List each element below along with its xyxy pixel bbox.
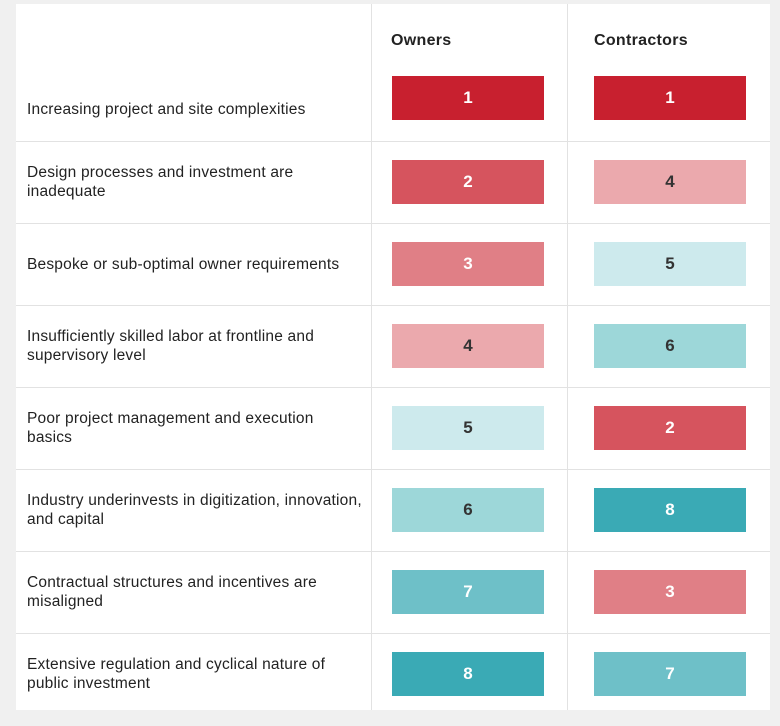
owners-column-header: Owners — [391, 32, 452, 49]
contractors-column-header: Contractors — [594, 32, 688, 49]
contractors-rank-cell: 8 — [594, 488, 746, 532]
owners-rank-cell: 7 — [392, 570, 544, 614]
ranking-table: Owners Contractors Increasing project an… — [16, 4, 770, 710]
contractors-rank-cell: 6 — [594, 324, 746, 368]
row-divider — [16, 469, 770, 470]
owners-rank-cell: 8 — [392, 652, 544, 696]
row-label: Design processes and investment are inad… — [27, 164, 294, 200]
contractors-rank-cell: 7 — [594, 652, 746, 696]
owners-rank-cell: 3 — [392, 242, 544, 286]
row-divider — [16, 223, 770, 224]
row-label: Extensive regulation and cyclical nature… — [27, 656, 326, 692]
owners-rank-cell: 2 — [392, 160, 544, 204]
row-divider — [16, 551, 770, 552]
column-divider — [371, 4, 372, 710]
contractors-rank-cell: 2 — [594, 406, 746, 450]
owners-rank-cell: 5 — [392, 406, 544, 450]
contractors-rank-cell: 3 — [594, 570, 746, 614]
row-label: Poor project management and execution ba… — [27, 410, 314, 446]
contractors-rank-cell: 1 — [594, 76, 746, 120]
contractors-rank-cell: 4 — [594, 160, 746, 204]
owners-rank-cell: 4 — [392, 324, 544, 368]
row-divider — [16, 141, 770, 142]
row-label: Increasing project and site complexities — [27, 100, 306, 118]
column-divider — [567, 4, 568, 710]
row-divider — [16, 305, 770, 306]
row-divider — [16, 387, 770, 388]
contractors-rank-cell: 5 — [594, 242, 746, 286]
owners-rank-cell: 6 — [392, 488, 544, 532]
row-label: Insufficiently skilled labor at frontlin… — [27, 328, 315, 364]
row-label: Industry underinvests in digitization, i… — [27, 492, 362, 528]
row-label: Bespoke or sub-optimal owner requirement… — [27, 255, 340, 273]
owners-rank-cell: 1 — [392, 76, 544, 120]
row-divider — [16, 633, 770, 634]
row-label: Contractual structures and incentives ar… — [27, 574, 317, 610]
